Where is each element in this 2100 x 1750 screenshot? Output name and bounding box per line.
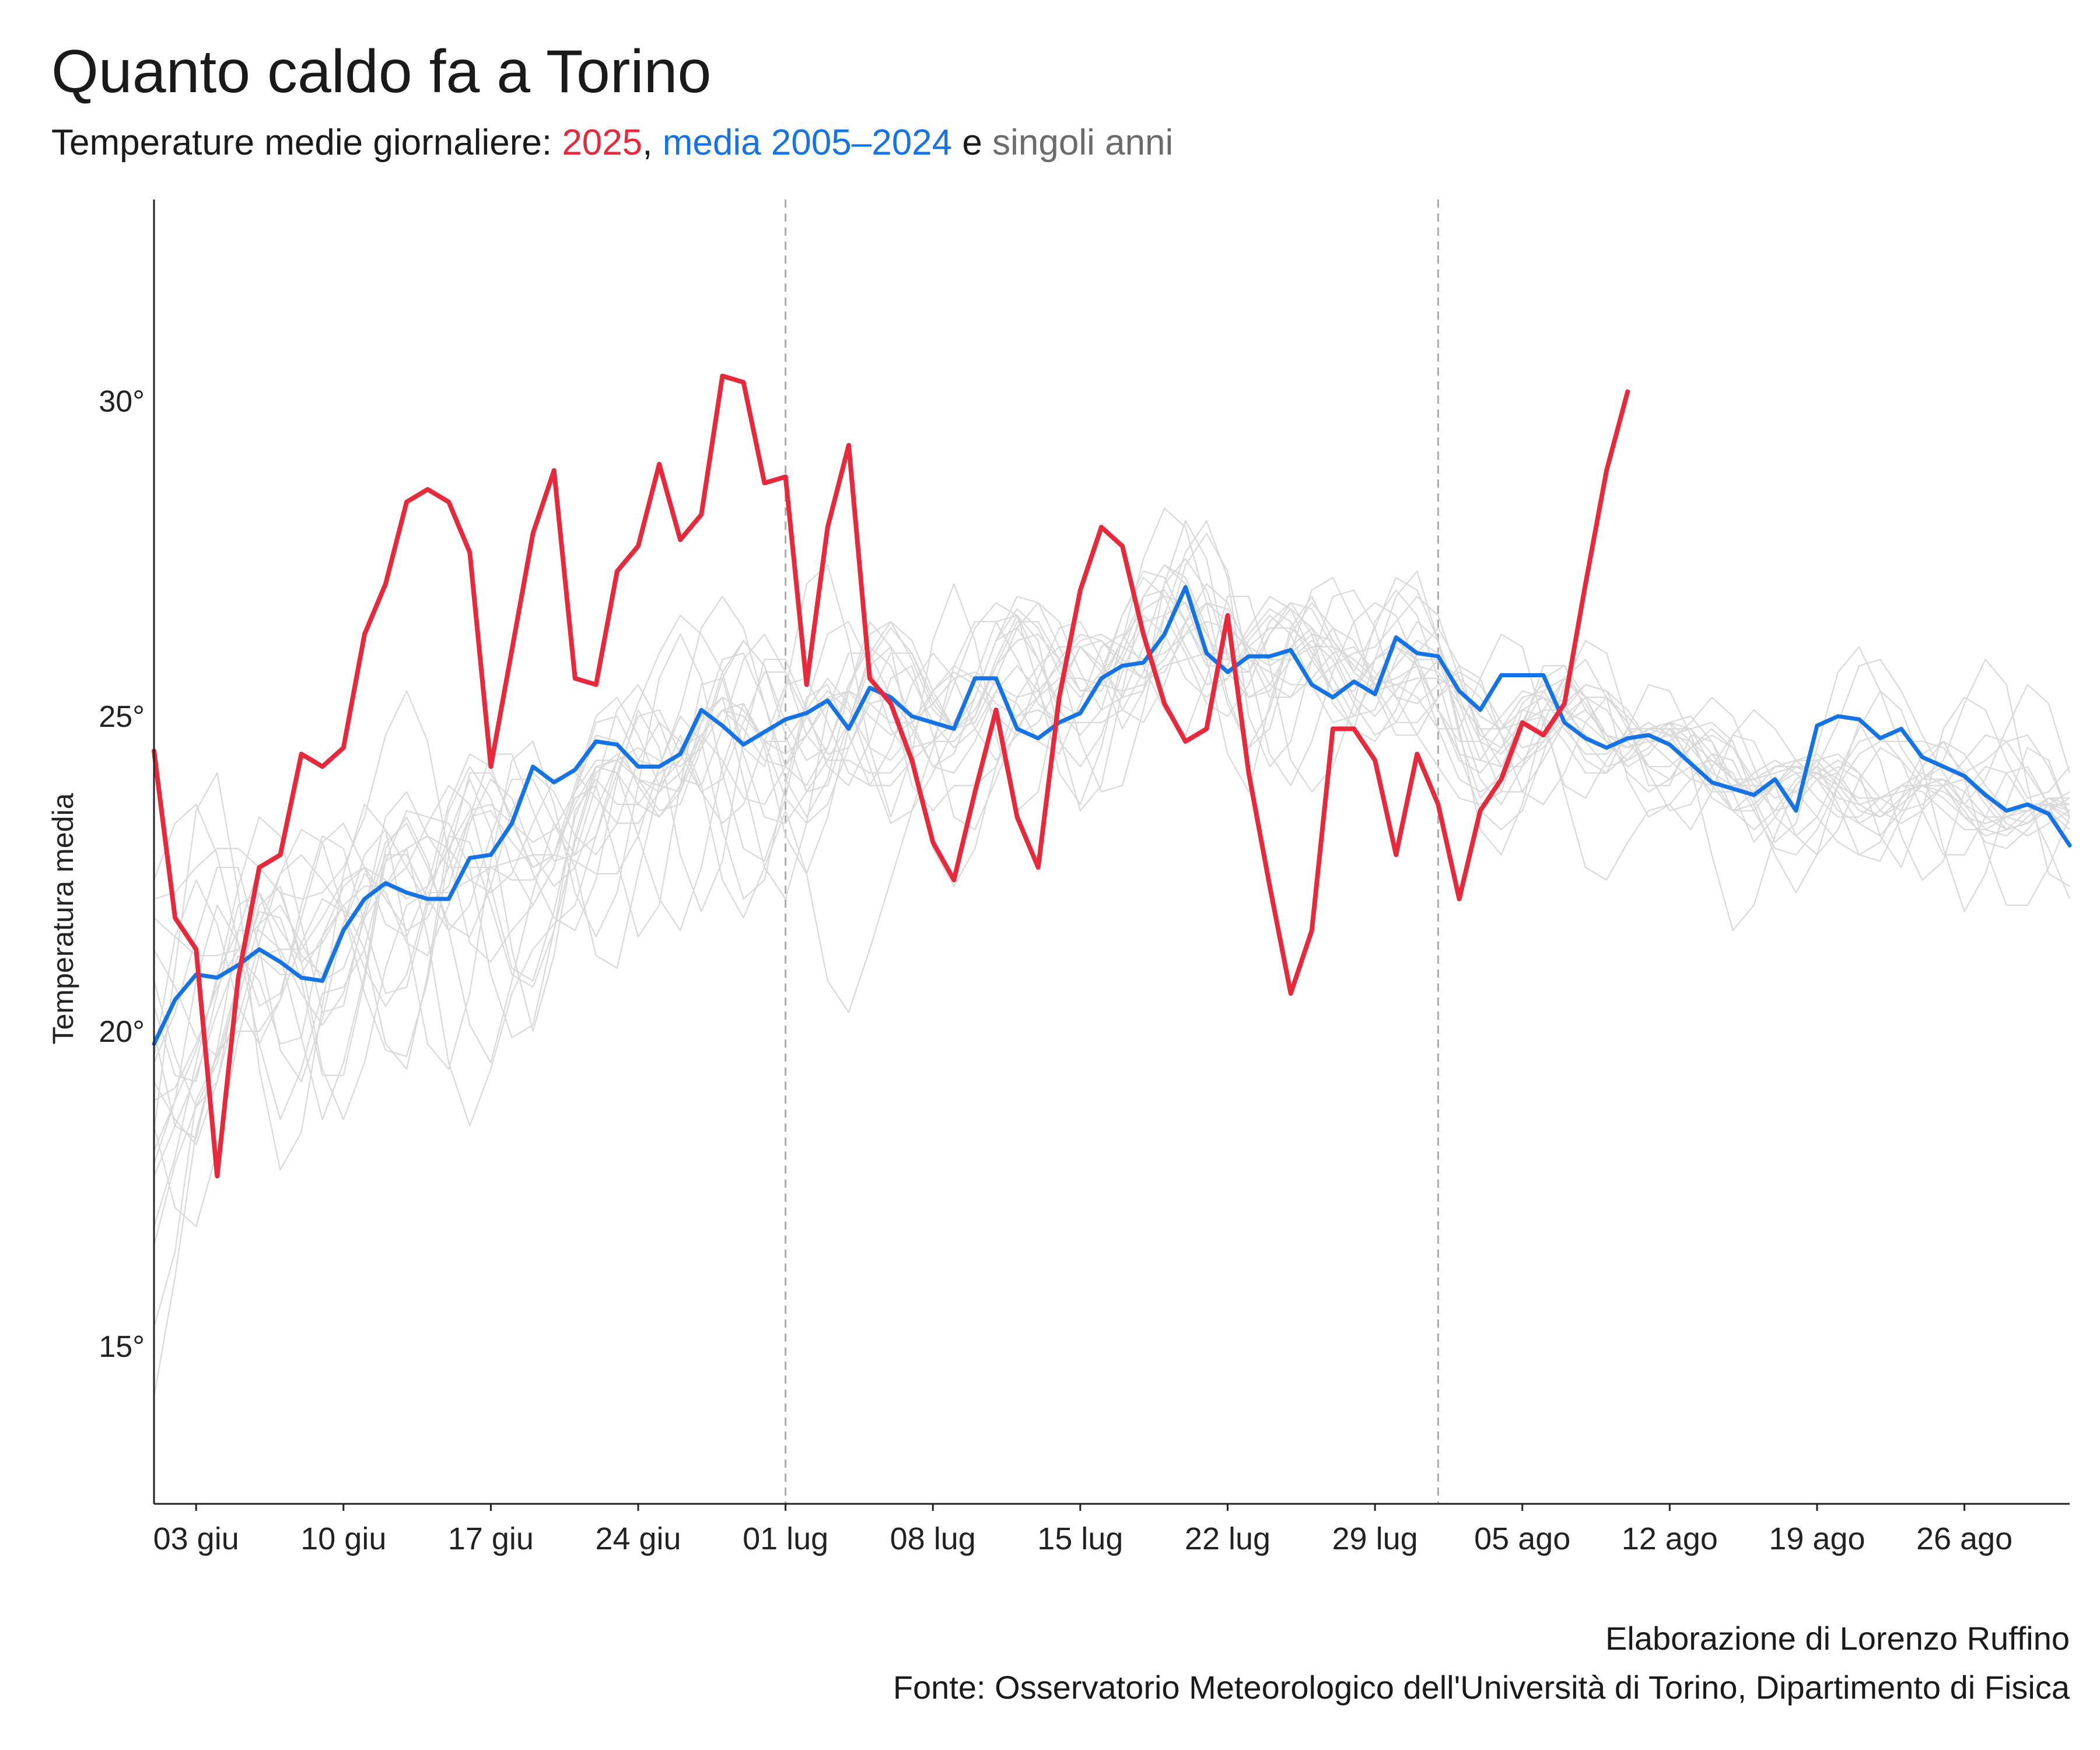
year-2025-line bbox=[152, 373, 1630, 1179]
year-line-20 bbox=[153, 589, 2070, 1227]
media-2005-2024-line bbox=[152, 584, 2072, 1046]
x-tick-label-10: 12 ago bbox=[1622, 1521, 1718, 1556]
x-tick-label-7: 22 lug bbox=[1185, 1521, 1270, 1556]
subtitle-separator-2: e bbox=[952, 123, 992, 163]
y-axis-ticks: 15° 20° 25° 30° bbox=[99, 385, 145, 1364]
month-boundaries bbox=[785, 200, 1439, 1504]
year-line-18 bbox=[153, 621, 2070, 1227]
x-tick-label-8: 29 lug bbox=[1332, 1521, 1418, 1556]
individual-years-lines bbox=[153, 508, 2071, 1397]
subtitle-singoli-anni: singoli anni bbox=[992, 123, 1173, 163]
x-tick-label-3: 24 giu bbox=[595, 1521, 681, 1556]
x-tick-label-11: 19 ago bbox=[1769, 1521, 1865, 1556]
y-tick-label-3: 30° bbox=[99, 385, 145, 419]
x-tick-label-6: 15 lug bbox=[1037, 1521, 1123, 1556]
year-line-13 bbox=[153, 508, 2070, 1171]
year-line-12 bbox=[153, 602, 2070, 1058]
year-line-3 bbox=[153, 520, 2071, 1146]
x-tick-label-4: 01 lug bbox=[743, 1521, 828, 1556]
x-tick-label-9: 05 ago bbox=[1474, 1521, 1570, 1556]
year-line-9 bbox=[153, 596, 2070, 1083]
x-tick-label-12: 26 ago bbox=[1916, 1521, 2013, 1556]
credits-author: Elaborazione di Lorenzo Ruffino bbox=[1605, 1620, 2070, 1657]
year-line-16 bbox=[153, 602, 2070, 1101]
subtitle-media: media 2005–2024 bbox=[663, 123, 952, 163]
x-tick-label-5: 08 lug bbox=[890, 1521, 976, 1556]
highlight-series-lines bbox=[152, 373, 2072, 1179]
year-line-11 bbox=[153, 558, 2070, 1397]
y-axis-title: Temperatura media bbox=[47, 793, 79, 1044]
year-line-2 bbox=[153, 520, 2071, 1164]
y-tick-label-1: 20° bbox=[99, 1015, 145, 1049]
chart-title: Quanto caldo fa a Torino bbox=[51, 38, 711, 106]
subtitle-separator-1: , bbox=[642, 123, 662, 163]
x-tick-label-1: 10 giu bbox=[300, 1521, 386, 1556]
subtitle-2025: 2025 bbox=[562, 123, 642, 163]
x-axis-ticks: 03 giu 10 giu 17 giu 24 giu 01 lug 08 lug 15 l… bbox=[153, 1504, 2013, 1556]
y-tick-label-2: 25° bbox=[99, 700, 145, 734]
subtitle-prefix: Temperature medie giornaliere: bbox=[51, 123, 562, 163]
year-line-15 bbox=[153, 577, 2070, 1057]
y-tick-label-0: 15° bbox=[99, 1330, 145, 1364]
year-line-7 bbox=[153, 533, 2071, 963]
year-line-1 bbox=[153, 577, 2071, 1328]
year-line-5 bbox=[153, 564, 2070, 1152]
x-tick-label-0: 03 giu bbox=[153, 1521, 239, 1556]
chart-subtitle: Temperature medie giornaliere: 2025, med… bbox=[51, 123, 1173, 163]
x-tick-label-2: 17 giu bbox=[448, 1521, 534, 1556]
credits-source: Fonte: Osservatorio Meteorologico dell'U… bbox=[893, 1669, 2070, 1706]
